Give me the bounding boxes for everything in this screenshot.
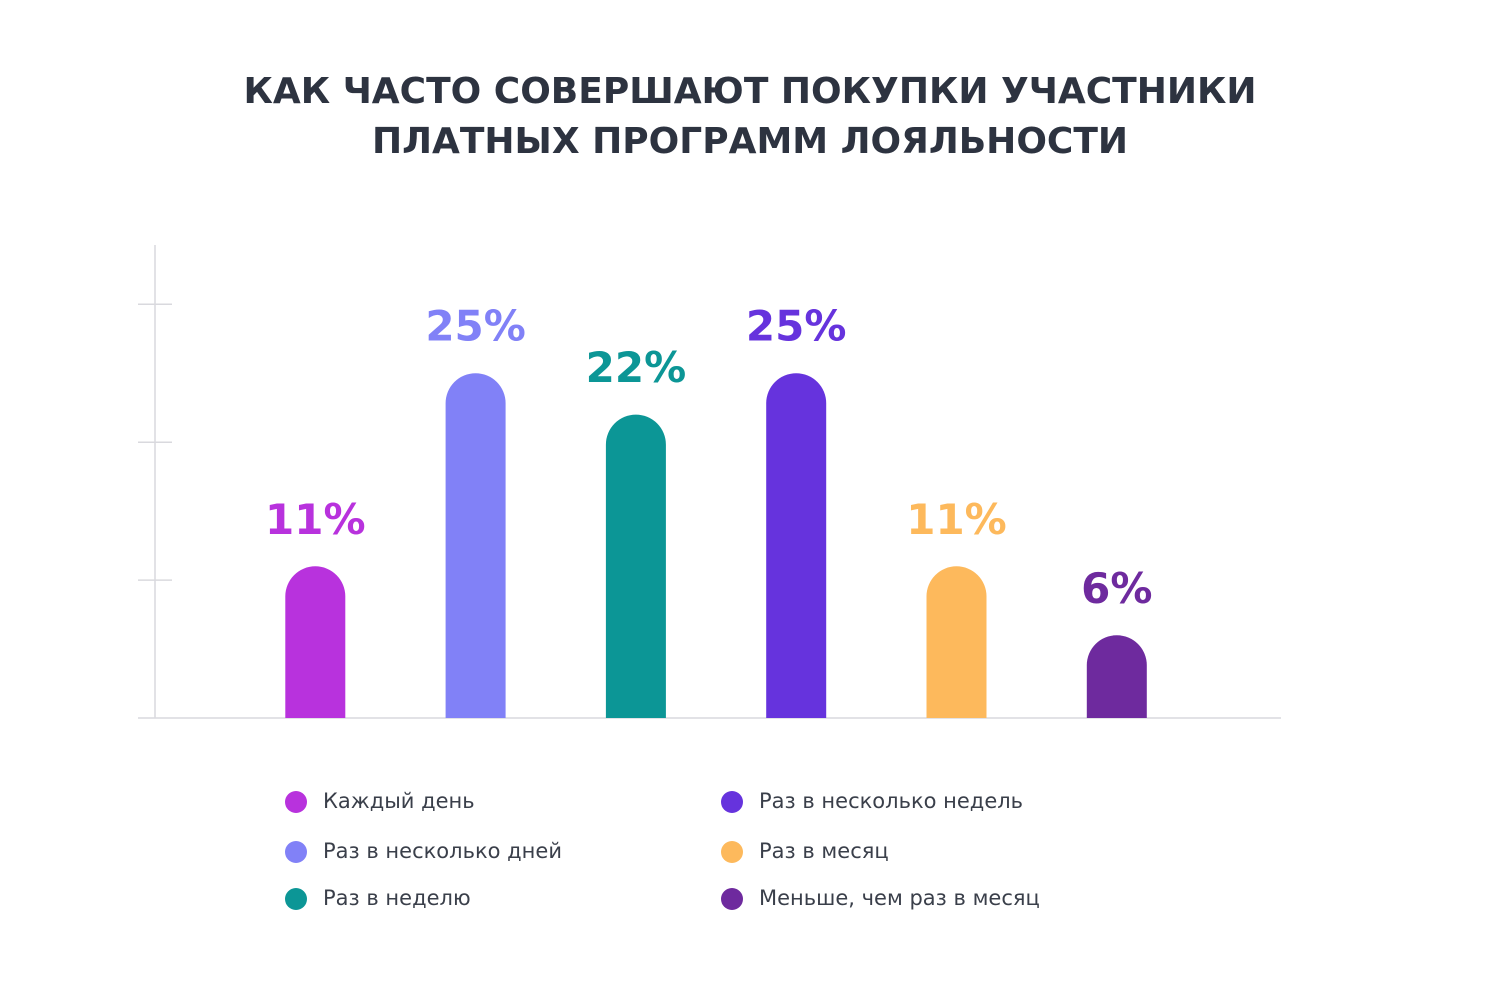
value-label: 25% [425, 302, 526, 351]
bar [926, 566, 987, 718]
legend-marker [721, 841, 743, 863]
bar [605, 414, 666, 718]
value-label: 22% [586, 343, 687, 392]
chart-title: ПЛАТНЫХ ПРОГРАММ ЛОЯЛЬНОСТИ [372, 121, 1128, 162]
legend-label: Раз в несколько недель [759, 789, 1023, 813]
legend-label: Раз в неделю [323, 886, 471, 910]
value-label: 6% [1081, 564, 1152, 613]
bar [285, 566, 346, 718]
bar [1086, 635, 1147, 718]
value-label: 11% [906, 495, 1007, 544]
legend-marker [285, 791, 307, 813]
legend-label: Каждый день [323, 789, 475, 813]
bar [766, 373, 827, 718]
value-label: 11% [265, 495, 366, 544]
legend-marker [285, 841, 307, 863]
legend-label: Раз в несколько дней [323, 839, 562, 863]
chart-title: КАК ЧАСТО СОВЕРШАЮТ ПОКУПКИ УЧАСТНИКИ [243, 71, 1256, 112]
legend-marker [285, 888, 307, 910]
legend-marker [721, 791, 743, 813]
bar [445, 373, 506, 718]
legend-label: Раз в месяц [759, 839, 889, 863]
legend-label: Меньше, чем раз в месяц [759, 886, 1040, 910]
legend-marker [721, 888, 743, 910]
value-label: 25% [746, 302, 847, 351]
